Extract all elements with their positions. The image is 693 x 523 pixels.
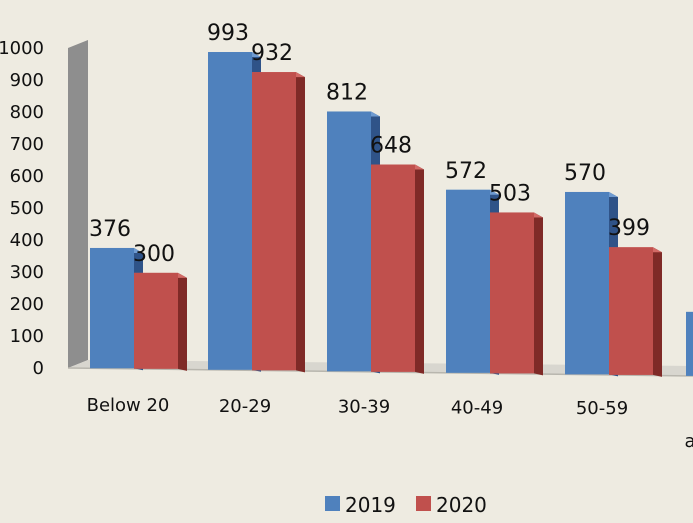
bar-front bbox=[208, 52, 252, 370]
data-labels: 3769938125725702300932648503399 bbox=[89, 21, 650, 267]
y-axis-ticks: 0 100 200 300 400 500 600 700 800 900 1000 bbox=[0, 38, 44, 379]
bar bbox=[490, 212, 543, 376]
y-tick-label: 700 bbox=[10, 134, 44, 155]
y-tick-label: 800 bbox=[10, 102, 44, 123]
data-label: 570 bbox=[564, 161, 606, 186]
category-label: Below 20 bbox=[87, 395, 170, 416]
y-tick-label: 1000 bbox=[0, 38, 44, 59]
legend-label: 2020 bbox=[436, 493, 487, 517]
legend-swatch bbox=[325, 496, 340, 511]
bar-front bbox=[327, 111, 371, 372]
bar-front bbox=[252, 72, 296, 371]
y-tick-label: 0 bbox=[33, 358, 44, 379]
bar-side bbox=[296, 72, 305, 373]
y-tick-label: 100 bbox=[10, 326, 44, 347]
category-label: 50-59 bbox=[576, 398, 628, 419]
bar-front bbox=[686, 311, 693, 376]
bar-front bbox=[134, 272, 178, 369]
bar-side bbox=[415, 164, 424, 374]
bar bbox=[252, 72, 305, 373]
bar-front bbox=[490, 212, 534, 374]
data-label: 993 bbox=[207, 21, 249, 46]
data-label: 376 bbox=[89, 217, 131, 242]
data-label: 812 bbox=[326, 80, 368, 105]
legend-swatch bbox=[416, 496, 431, 511]
y-tick-label: 200 bbox=[10, 294, 44, 315]
category-label: 20-29 bbox=[219, 396, 271, 417]
bar-side bbox=[653, 247, 662, 377]
bar-front bbox=[609, 247, 653, 375]
data-label: 932 bbox=[251, 41, 293, 66]
category-labels: Below 20 20-29 30-39 40-49 50-59 a bbox=[87, 395, 693, 452]
y-tick-label: 500 bbox=[10, 198, 44, 219]
bar-front bbox=[446, 189, 490, 373]
back-wall bbox=[68, 40, 88, 368]
bar bbox=[609, 247, 662, 377]
data-label: 300 bbox=[133, 242, 175, 267]
bar-side bbox=[534, 212, 543, 376]
legend: 2019 2020 bbox=[325, 493, 487, 517]
data-label: 399 bbox=[608, 216, 650, 241]
bar bbox=[371, 164, 424, 374]
y-tick-label: 400 bbox=[10, 230, 44, 251]
y-tick-label: 600 bbox=[10, 166, 44, 187]
bar bbox=[686, 311, 693, 376]
category-label: 40-49 bbox=[451, 397, 503, 418]
legend-label: 2019 bbox=[345, 493, 396, 517]
y-tick-label: 900 bbox=[10, 70, 44, 91]
bar-front bbox=[371, 164, 415, 372]
y-tick-label: 300 bbox=[10, 262, 44, 283]
bar-front bbox=[565, 191, 609, 375]
bar-front bbox=[90, 247, 134, 369]
data-label: 648 bbox=[370, 134, 412, 159]
category-label: 30-39 bbox=[338, 397, 390, 418]
data-label: 503 bbox=[489, 181, 531, 206]
bar bbox=[134, 272, 187, 371]
category-label: a bbox=[684, 431, 693, 452]
bar-side bbox=[178, 272, 187, 371]
data-label: 572 bbox=[445, 159, 487, 184]
floor-edge bbox=[67, 367, 693, 377]
bars bbox=[90, 52, 693, 377]
